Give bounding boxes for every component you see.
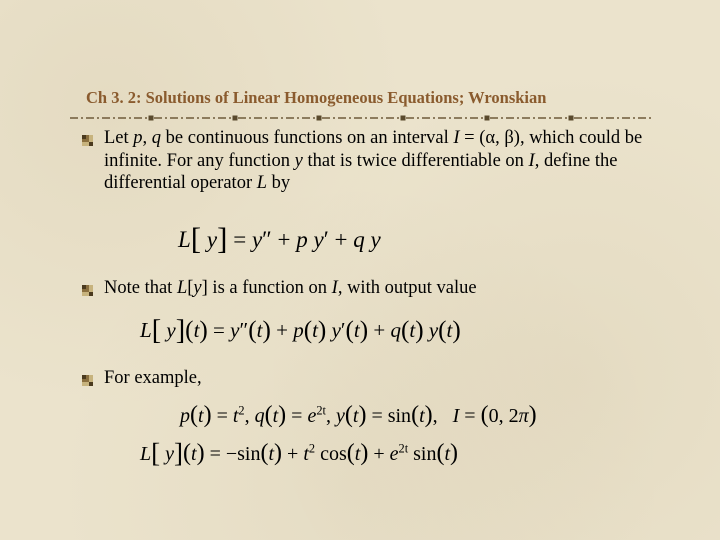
eq1: L[ y] = y″ + p y′ + q y [178,219,381,255]
eq2: L[ y](t) = y″(t) + p(t) y′(t) + q(t) y(t… [140,313,461,345]
body-paragraph: Note that L[y] is a function on I, with … [104,277,644,300]
body-paragraph: For example, [104,367,644,390]
eq4: L[ y](t) = −sin(t) + t2 cos(t) + e2t sin… [140,436,458,467]
bullet-icon [82,283,93,294]
bullet-icon [82,133,93,144]
body-paragraph: Let p, q be continuous functions on an i… [104,127,644,195]
eq3: p(t) = t2, q(t) = e2t, y(t) = sin(t), I … [180,402,537,429]
title-divider [70,113,656,123]
bullet-icon [82,373,93,384]
slide-title: Ch 3. 2: Solutions of Linear Homogeneous… [86,88,646,108]
